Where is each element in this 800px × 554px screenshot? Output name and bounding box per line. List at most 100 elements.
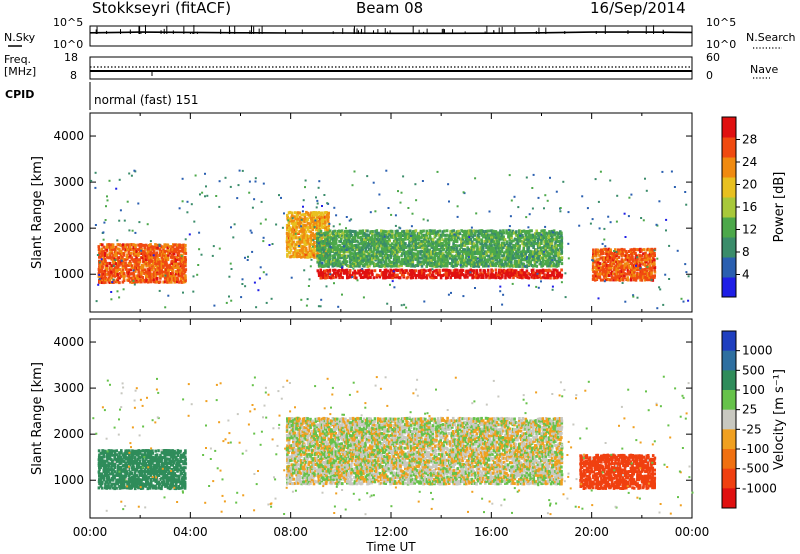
power-cell xyxy=(455,260,458,264)
power-cell xyxy=(630,253,634,257)
power-cell xyxy=(595,268,598,272)
power-cell xyxy=(455,262,458,266)
power-cell xyxy=(535,236,538,240)
power-cell xyxy=(162,274,165,278)
power-cell xyxy=(482,252,485,255)
power-cell xyxy=(392,239,396,243)
power-cell xyxy=(494,258,497,262)
power-cell xyxy=(324,231,327,235)
power-cell xyxy=(162,270,166,274)
power-cell xyxy=(154,276,157,280)
power-cell xyxy=(450,274,454,277)
power-cell xyxy=(316,248,319,252)
power-cell xyxy=(541,233,545,237)
power-noise-cell xyxy=(391,280,394,283)
power-noise-cell xyxy=(462,191,465,194)
power-cell xyxy=(389,250,392,254)
power-cell xyxy=(348,242,352,246)
power-cell xyxy=(166,266,170,270)
power-cell xyxy=(152,278,156,282)
power-cell xyxy=(351,236,355,239)
power-cell xyxy=(320,256,324,259)
power-noise-cell xyxy=(459,264,462,267)
power-noise-cell xyxy=(650,278,653,281)
power-cell xyxy=(630,264,634,268)
power-noise-cell xyxy=(230,268,233,270)
power-cell xyxy=(464,256,468,260)
power-noise-cell xyxy=(394,224,397,227)
power-cell xyxy=(501,254,504,258)
power-cell xyxy=(171,268,174,272)
power-noise-cell xyxy=(310,258,313,261)
power-noise-cell xyxy=(525,216,528,219)
power-cell xyxy=(327,226,330,230)
power-noise-cell xyxy=(393,286,396,289)
power-cell xyxy=(549,276,552,280)
power-colorbar-label: 12 xyxy=(742,223,757,237)
power-cell xyxy=(397,250,400,254)
power-cell xyxy=(411,258,415,262)
power-cell xyxy=(319,233,322,237)
power-cell xyxy=(651,262,654,266)
power-cell xyxy=(112,245,115,249)
power-noise-cell xyxy=(347,247,350,250)
power-cell xyxy=(333,271,336,275)
power-cell xyxy=(653,254,656,257)
power-cell xyxy=(455,273,458,277)
power-cell xyxy=(516,262,519,266)
power-cell xyxy=(638,254,642,258)
velocity-colorbar-label: -500 xyxy=(742,462,769,476)
power-cell xyxy=(411,230,415,234)
velocity-cell xyxy=(109,468,112,472)
power-cell xyxy=(642,248,646,252)
power-cell xyxy=(102,250,106,253)
power-noise-cell xyxy=(332,225,335,228)
power-cell xyxy=(296,211,300,215)
power-noise-cell xyxy=(494,242,497,245)
power-cell xyxy=(497,276,500,279)
power-cell xyxy=(642,268,645,272)
power-cell xyxy=(302,213,305,217)
power-cell xyxy=(353,258,356,262)
power-cell xyxy=(116,257,120,261)
power-cell xyxy=(508,264,512,268)
power-cell xyxy=(316,254,319,258)
power-cell xyxy=(134,243,137,247)
power-noise-cell xyxy=(205,185,207,188)
power-noise-cell xyxy=(313,226,316,229)
power-cell xyxy=(331,262,335,266)
power-cell xyxy=(165,276,168,280)
power-cell xyxy=(349,260,352,264)
power-noise-cell xyxy=(321,261,324,264)
power-cell xyxy=(114,280,118,284)
power-cell xyxy=(549,241,552,245)
power-cell xyxy=(289,219,292,223)
power-cell xyxy=(149,248,153,252)
power-noise-cell xyxy=(158,289,161,292)
power-cell xyxy=(646,271,650,275)
power-cell xyxy=(394,233,397,237)
power-cell xyxy=(128,243,131,247)
power-cell xyxy=(405,246,408,249)
power-cell xyxy=(330,260,333,264)
power-cell xyxy=(441,238,444,242)
power-cell xyxy=(119,243,123,247)
power-cell xyxy=(460,229,463,233)
power-cell xyxy=(163,243,166,247)
power-noise-cell xyxy=(502,293,505,296)
power-cell xyxy=(510,260,513,264)
power-cell xyxy=(391,273,394,277)
power-cell xyxy=(353,271,357,275)
power-cell xyxy=(372,276,376,280)
power-cell xyxy=(623,273,626,277)
power-cell xyxy=(340,262,343,266)
power-cell xyxy=(595,258,598,262)
power-cell xyxy=(383,230,387,234)
velocity-cell xyxy=(100,462,104,466)
power-cell xyxy=(165,279,169,282)
power-cell xyxy=(621,264,625,268)
power-cell xyxy=(340,237,343,241)
power-noise-cell xyxy=(551,285,554,288)
power-cell xyxy=(651,253,655,257)
power-cell xyxy=(304,236,308,240)
